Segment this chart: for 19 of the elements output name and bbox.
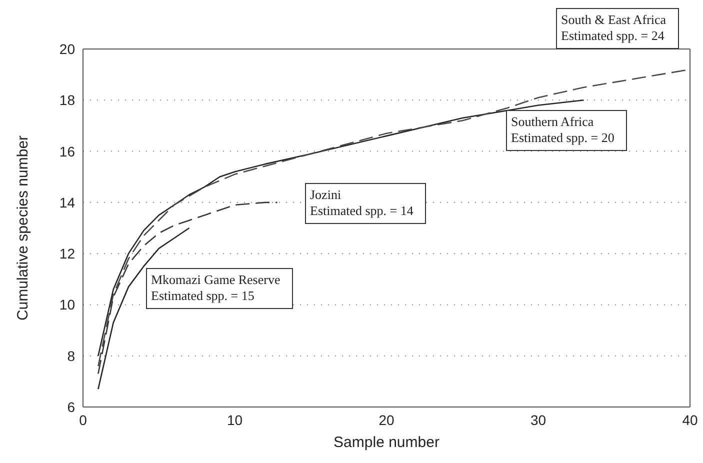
- x-axis-title: Sample number: [334, 434, 440, 451]
- x-tick-label: 0: [79, 412, 88, 428]
- text: South & East Africa Estimated spp. = 24: [556, 8, 680, 49]
- y-tick-label: 16: [59, 143, 76, 160]
- x-tick-label: 20: [378, 412, 394, 428]
- y-tick-label: 14: [59, 194, 76, 210]
- x-tick-label: 10: [226, 412, 243, 428]
- y-tick-label: 6: [67, 398, 76, 415]
- y-tick-label: 8: [67, 348, 76, 364]
- y-tick-label: 18: [59, 92, 76, 108]
- annotation: Jozini Estimated spp. = 14: [305, 183, 426, 224]
- y-tick-label: 12: [59, 246, 76, 262]
- y-tick-label: 10: [59, 296, 76, 313]
- annotation: Mkomazi Game Reserve Estimated spp. = 15: [146, 268, 294, 309]
- annotation: Southern Africa Estimated spp. = 20: [506, 110, 628, 151]
- y-tick-label: 20: [59, 40, 76, 57]
- x-tick-label: 30: [530, 412, 546, 428]
- y-axis-title: Cumulative species number: [14, 135, 32, 321]
- x-tick-label: 40: [682, 412, 698, 428]
